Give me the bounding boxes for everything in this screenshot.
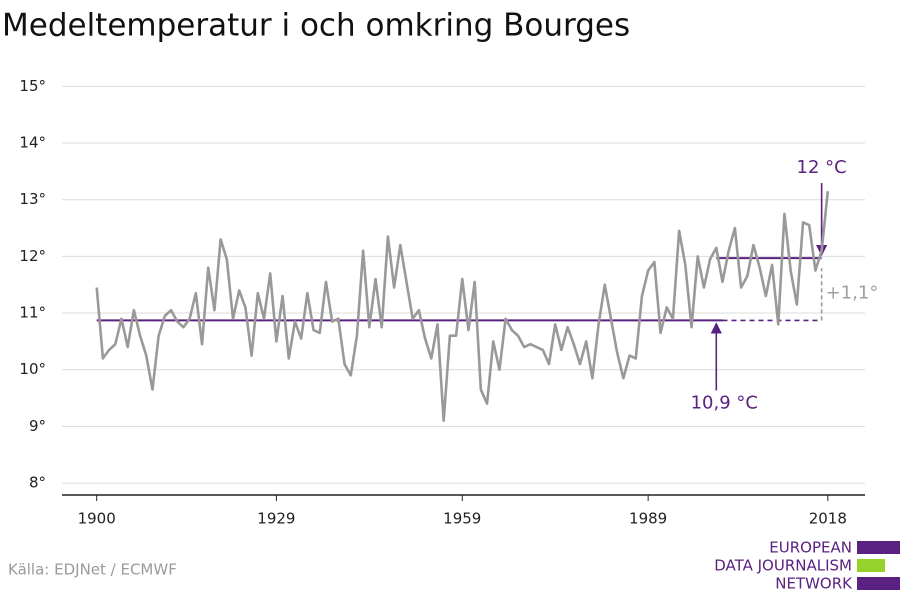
logo-bar — [857, 559, 885, 572]
logo-bar — [857, 577, 900, 590]
x-tick-label: 1929 — [257, 510, 295, 528]
difference-label: +1,1° — [826, 282, 879, 303]
y-tick-label: 8° — [29, 474, 46, 492]
y-tick-label: 11° — [19, 304, 46, 322]
y-tick-label: 13° — [19, 190, 46, 208]
logo-text: EUROPEAN — [769, 539, 852, 557]
chart-title: Medeltemperatur i och omkring Bourges — [2, 8, 630, 44]
y-tick-label: 10° — [19, 360, 46, 378]
data-line — [95, 191, 830, 423]
logo-text: NETWORK — [775, 575, 853, 593]
x-tick-label: 1900 — [78, 510, 116, 528]
y-tick-label: 12° — [19, 247, 46, 265]
y-tick-label: 14° — [19, 134, 46, 152]
x-tick-label: 2018 — [809, 510, 847, 528]
source: Källa: EDJNet / ECMWF — [8, 561, 177, 579]
logo-bar — [857, 541, 900, 554]
x-tick-label: 1959 — [443, 510, 481, 528]
logo-text: DATA JOURNALISM — [714, 557, 852, 575]
y-tick-label: 9° — [29, 417, 46, 435]
x-tick-label: 1989 — [629, 510, 667, 528]
annotation: 12 °C — [797, 157, 847, 178]
annotation: 10,9 °C — [691, 392, 758, 413]
logo: EUROPEAN DATA JOURNALISM NETWORK — [714, 539, 900, 593]
y-tick-label: 15° — [19, 77, 46, 95]
